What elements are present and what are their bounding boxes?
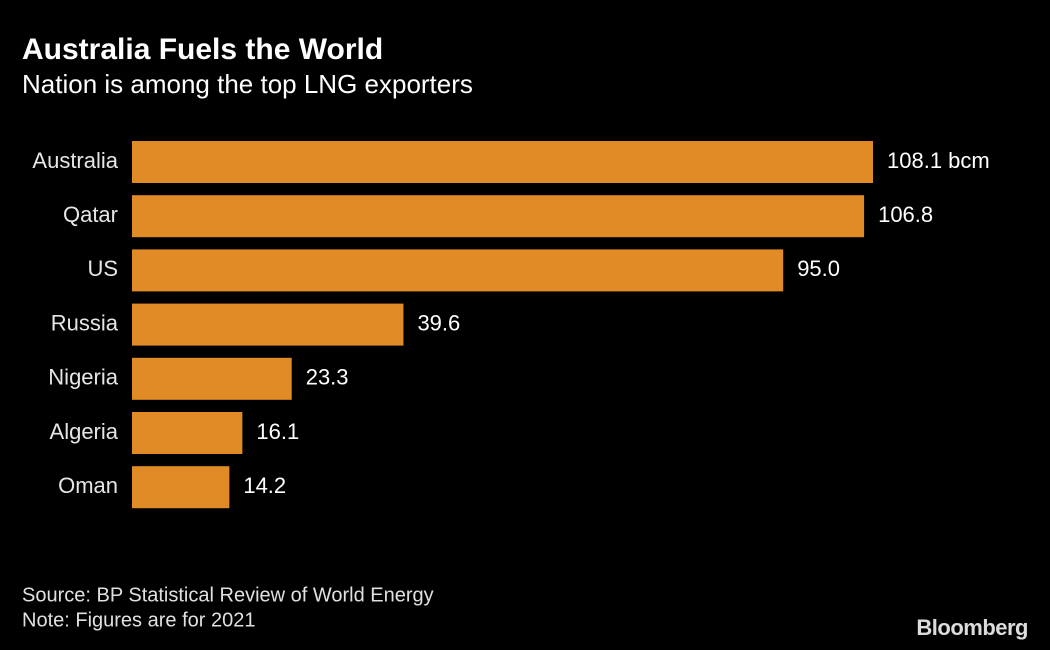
category-label: Russia bbox=[51, 310, 119, 335]
value-label: 39.6 bbox=[417, 310, 460, 335]
value-label: 16.1 bbox=[256, 419, 299, 444]
category-label: US bbox=[87, 256, 118, 281]
value-label: 14.2 bbox=[243, 473, 286, 498]
category-label: Oman bbox=[58, 473, 118, 498]
bar bbox=[132, 466, 230, 509]
category-label: Nigeria bbox=[48, 365, 118, 390]
note: Note: Figures are for 2021 bbox=[22, 609, 255, 631]
bar bbox=[132, 412, 243, 454]
logo: Bloomberg bbox=[916, 615, 1028, 640]
value-label: 95.0 bbox=[797, 256, 840, 281]
bar bbox=[132, 141, 873, 183]
bar bbox=[132, 357, 292, 400]
value-label: 106.8 bbox=[878, 202, 933, 227]
bar bbox=[132, 249, 784, 292]
category-label: Qatar bbox=[63, 202, 118, 227]
category-label: Australia bbox=[32, 148, 118, 173]
bar bbox=[132, 303, 404, 346]
value-label: 23.3 bbox=[306, 365, 349, 390]
chart-title: Australia Fuels the World bbox=[22, 33, 383, 66]
bar bbox=[132, 195, 865, 238]
category-label: Algeria bbox=[50, 419, 119, 444]
value-label: 108.1 bcm bbox=[887, 148, 990, 173]
source: Source: BP Statistical Review of World E… bbox=[22, 584, 434, 606]
chart-subtitle: Nation is among the top LNG exporters bbox=[22, 69, 473, 99]
